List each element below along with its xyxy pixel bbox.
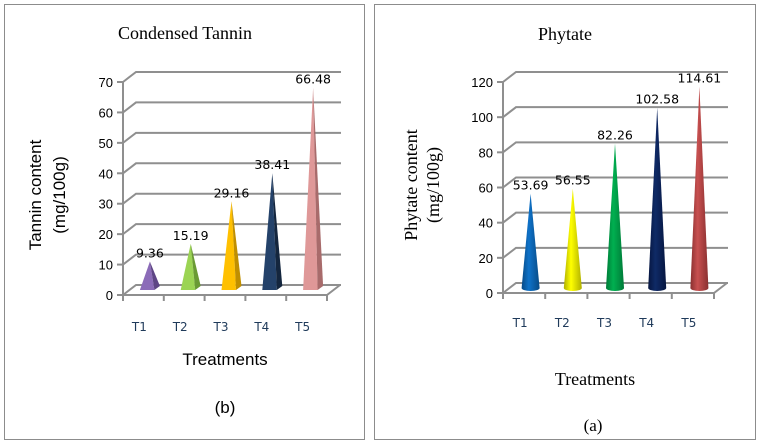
- y-tick-label: 120: [471, 75, 493, 90]
- bar-side: [190, 243, 201, 290]
- y-axis-title-line2: (mg/100g): [50, 156, 69, 233]
- data-label-T3: 29.16: [214, 185, 250, 200]
- data-label-T3: 82.26: [597, 127, 633, 142]
- x-tick-label-T2: T2: [172, 320, 188, 334]
- tannin-chart-panel: Condensed Tannin 0 10 20 30 40 50 60 70 T1 T2 T3 T…: [4, 4, 365, 440]
- bar-T1: [139, 261, 160, 290]
- y-tick-label: 20: [99, 227, 113, 242]
- cone-body: [606, 143, 624, 291]
- data-labels: 53.69 56.55 82.26 102.58 114.61: [513, 70, 722, 192]
- x-tick-label-T5: T5: [294, 320, 310, 334]
- x-tick-label-T4: T4: [638, 316, 654, 330]
- bar-T2: [180, 243, 201, 290]
- data-label-T2: 56.55: [555, 173, 591, 188]
- y-tick-label: 0: [486, 286, 493, 301]
- bar-T3: [221, 201, 242, 290]
- x-tick-label-T3: T3: [596, 316, 612, 330]
- phytate-chart: Phytate 0 20 40 60 80 100 120 T1 T2 T3 T4 T5 53.69…: [401, 24, 728, 435]
- x-tick-label-T1: T1: [512, 316, 528, 330]
- x-tick-labels: T1 T2 T3 T4 T5: [131, 320, 310, 334]
- gridlines: [117, 71, 341, 301]
- data-label-T4: 102.58: [635, 92, 679, 107]
- y-tick-label: 80: [479, 145, 493, 160]
- data-label-T2: 15.19: [173, 228, 209, 243]
- y-tick-label: 100: [471, 110, 493, 125]
- bar-T4: [262, 173, 283, 290]
- y-tick-label: 0: [106, 288, 113, 303]
- y-tick-label: 40: [479, 216, 493, 231]
- bar-T5: [690, 86, 709, 291]
- y-tick-label: 50: [99, 136, 113, 151]
- chart-title: Condensed Tannin: [118, 23, 252, 43]
- bar-face: [180, 243, 196, 290]
- y-tick-label: 30: [99, 197, 113, 212]
- bar-side: [231, 201, 242, 290]
- bars: [521, 86, 709, 292]
- gridline-80: [502, 141, 728, 154]
- chart-title: Phytate: [538, 24, 592, 44]
- bars: [139, 87, 324, 291]
- data-label-T1: 9.36: [136, 246, 164, 261]
- cone-body: [690, 86, 709, 291]
- data-label-T1: 53.69: [513, 178, 549, 193]
- bar-T4: [648, 107, 667, 292]
- x-axis-title: Treatments: [182, 350, 267, 369]
- bar-face: [139, 261, 155, 290]
- x-tick-label-T5: T5: [680, 316, 696, 330]
- cone-body: [521, 193, 540, 291]
- gridline-70: [122, 71, 341, 83]
- gridline-40: [122, 162, 341, 175]
- data-labels: 9.36 15.19 29.16 38.41 66.48: [136, 72, 331, 261]
- gridline-60: [122, 101, 341, 114]
- data-label-T5: 114.61: [678, 70, 722, 85]
- gridline-50: [122, 131, 341, 144]
- cone-body: [563, 188, 582, 291]
- data-label-T5: 66.48: [295, 72, 331, 87]
- bar-T2: [563, 188, 582, 291]
- x-tick-label-T2: T2: [554, 316, 570, 330]
- bar-face: [221, 201, 236, 290]
- y-tick-label: 60: [479, 181, 493, 196]
- bar-face: [303, 87, 318, 291]
- y-tick-label: 40: [99, 166, 113, 181]
- bar-T3: [606, 143, 624, 291]
- bar-side: [149, 261, 160, 290]
- y-tick-label: 10: [99, 258, 113, 273]
- y-tick-label: 60: [99, 105, 113, 120]
- bar-side: [272, 173, 283, 290]
- bar-side: [313, 87, 324, 291]
- y-axis-title-line1: Phytate content: [401, 129, 421, 240]
- gridline-120: [502, 71, 728, 83]
- y-axis-title-line1: Tannin content: [26, 139, 45, 250]
- bar-T5: [303, 87, 324, 291]
- x-tick-label-T4: T4: [253, 320, 269, 334]
- x-tick-label-T3: T3: [213, 320, 229, 334]
- y-tick-label: 20: [479, 251, 493, 266]
- y-tick-labels: 0 20 40 60 80 100 120: [471, 75, 493, 301]
- bar-face: [262, 173, 277, 290]
- y-tick-label: 70: [99, 75, 113, 90]
- bar-T1: [521, 193, 540, 291]
- chart-caption: (a): [584, 416, 603, 435]
- data-label-T4: 38.41: [254, 157, 290, 172]
- chart-caption: (b): [215, 398, 236, 417]
- y-axis-title-line2: (mg/100g): [423, 147, 444, 223]
- cone-body: [648, 107, 667, 292]
- phytate-chart-panel: Phytate 0 20 40 60 80 100 120 T1 T2 T3 T4 T5 53.69…: [374, 4, 756, 440]
- gridline-100: [502, 106, 728, 118]
- x-axis-title: Treatments: [555, 369, 635, 389]
- y-tick-labels: 0 10 20 30 40 50 60 70: [99, 75, 113, 303]
- x-tick-label-T1: T1: [131, 320, 147, 334]
- x-tick-labels: T1 T2 T3 T4 T5: [512, 316, 697, 330]
